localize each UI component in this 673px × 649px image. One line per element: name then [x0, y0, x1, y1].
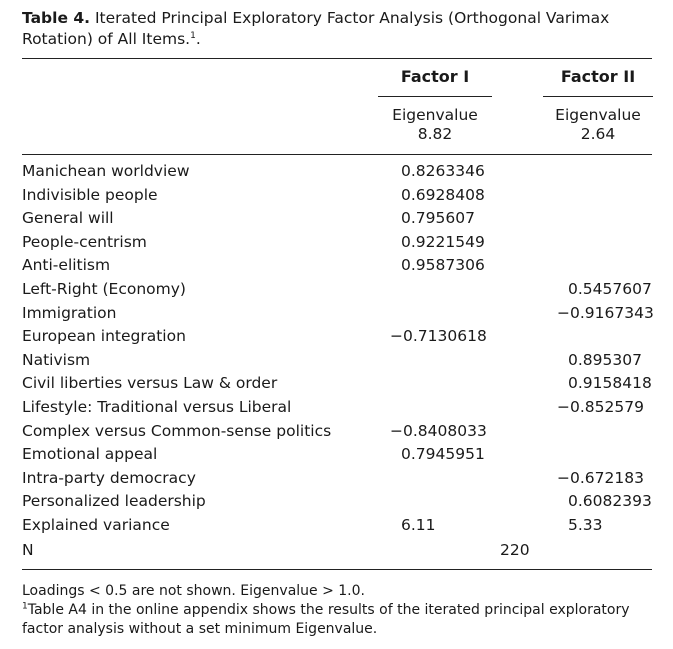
top-rule	[22, 58, 652, 59]
row-label: Explained variance	[22, 516, 170, 534]
table-row: People-centrism 0.9221549	[0, 233, 673, 257]
factor2-loading: 0.6082393	[568, 492, 652, 511]
header-rule	[22, 154, 652, 155]
bottom-rule	[22, 569, 652, 570]
table-row: General will 0.795607	[0, 209, 673, 233]
row-label: Civil liberties versus Law & order	[22, 374, 278, 393]
row-label: Manichean worldview	[22, 162, 190, 180]
eigen-label: Eigenvalue	[392, 106, 478, 124]
row-label: Personalized leadership	[22, 492, 206, 511]
footnote-mark: 1	[22, 601, 28, 612]
table-note: Loadings < 0.5 are not shown. Eigenvalue…	[22, 583, 365, 599]
table-row: Left-Right (Economy) 0.5457607	[0, 280, 673, 304]
row-label: Immigration	[22, 303, 117, 322]
table-row: Lifestyle: Traditional versus Liberal −0.…	[0, 398, 673, 422]
n-label: N	[22, 541, 34, 559]
row-label: People-centrism	[22, 232, 147, 251]
table-row: Civil liberties versus Law & order 0.9158…	[0, 374, 673, 398]
table-row: Indivisible people 0.6928408	[0, 186, 673, 210]
row-label: Indivisible people	[22, 185, 158, 204]
row-label: European integration	[22, 327, 186, 346]
footnote-text: Table A4 in the online appendix shows th…	[22, 602, 630, 637]
factor1-header: Factor I	[400, 67, 470, 86]
factor2-header: Factor II	[560, 67, 636, 86]
table-footnote: 1Table A4 in the online appendix shows t…	[22, 601, 652, 639]
factor2-loading: 0.5457607	[568, 280, 652, 298]
eigen-value: 2.64	[580, 125, 616, 143]
row-label: Emotional appeal	[22, 445, 158, 464]
factor1-loading: 0.9587306	[401, 256, 485, 275]
table-caption: Table 4. Iterated Principal Exploratory …	[22, 8, 652, 50]
table-row: Complex versus Common-sense politics −0.8…	[0, 422, 673, 446]
table-row: European integration −0.7130618	[0, 327, 673, 351]
factor1-rule	[378, 96, 492, 97]
factor2-rule	[543, 96, 653, 97]
factor1-loading: 0.8263346	[401, 162, 485, 180]
factor1-loading: 0.6928408	[401, 185, 485, 204]
table-row: Explained variance 6.11 5.33	[0, 516, 673, 540]
factor1-eigenvalue: Eigenvalue 8.82	[378, 106, 492, 144]
factor2-loading: 5.33	[568, 516, 603, 534]
factor1-loading: −0.7130618	[390, 327, 487, 346]
factor1-loading: 0.7945951	[401, 445, 485, 464]
table-row: Intra-party democracy −0.672183	[0, 469, 673, 493]
row-label: Left-Right (Economy)	[22, 280, 186, 298]
n-value: 220	[500, 541, 530, 559]
table-row: Manichean worldview 0.8263346	[0, 162, 673, 186]
factor1-loading: 6.11	[401, 516, 436, 534]
row-label: Anti-elitism	[22, 256, 111, 275]
row-label: Complex versus Common-sense politics	[22, 421, 332, 440]
row-label: Intra-party democracy	[22, 468, 196, 487]
factor1-loading: −0.8408033	[390, 421, 487, 440]
row-label: Lifestyle: Traditional versus Liberal	[22, 398, 292, 416]
table-row: Anti-elitism 0.9587306	[0, 256, 673, 280]
row-label: Nativism	[22, 350, 91, 369]
table-row: Immigration −0.9167343	[0, 304, 673, 328]
table-row: Personalized leadership 0.6082393	[0, 492, 673, 516]
factor2-loading: −0.9167343	[557, 303, 654, 322]
n-row: N	[0, 541, 673, 565]
table-row: Emotional appeal 0.7945951	[0, 445, 673, 469]
factor2-loading: 0.9158418	[568, 374, 652, 393]
caption-end: .	[195, 30, 201, 48]
factor2-loading: −0.672183	[557, 468, 644, 487]
row-label: General will	[22, 209, 114, 228]
table-label: Table 4.	[22, 9, 91, 27]
eigen-label: Eigenvalue	[555, 106, 641, 124]
footnote-mark: 1	[190, 30, 196, 41]
factor2-loading: 0.895307	[568, 350, 642, 369]
table-title: Iterated Principal Exploratory Factor An…	[22, 9, 610, 48]
table-row: Nativism 0.895307	[0, 351, 673, 375]
eigen-value: 8.82	[417, 125, 453, 143]
factor2-loading: −0.852579	[557, 398, 644, 416]
factor1-loading: 0.795607	[401, 209, 475, 228]
factor2-eigenvalue: Eigenvalue 2.64	[543, 106, 653, 144]
factor1-loading: 0.9221549	[401, 232, 485, 251]
